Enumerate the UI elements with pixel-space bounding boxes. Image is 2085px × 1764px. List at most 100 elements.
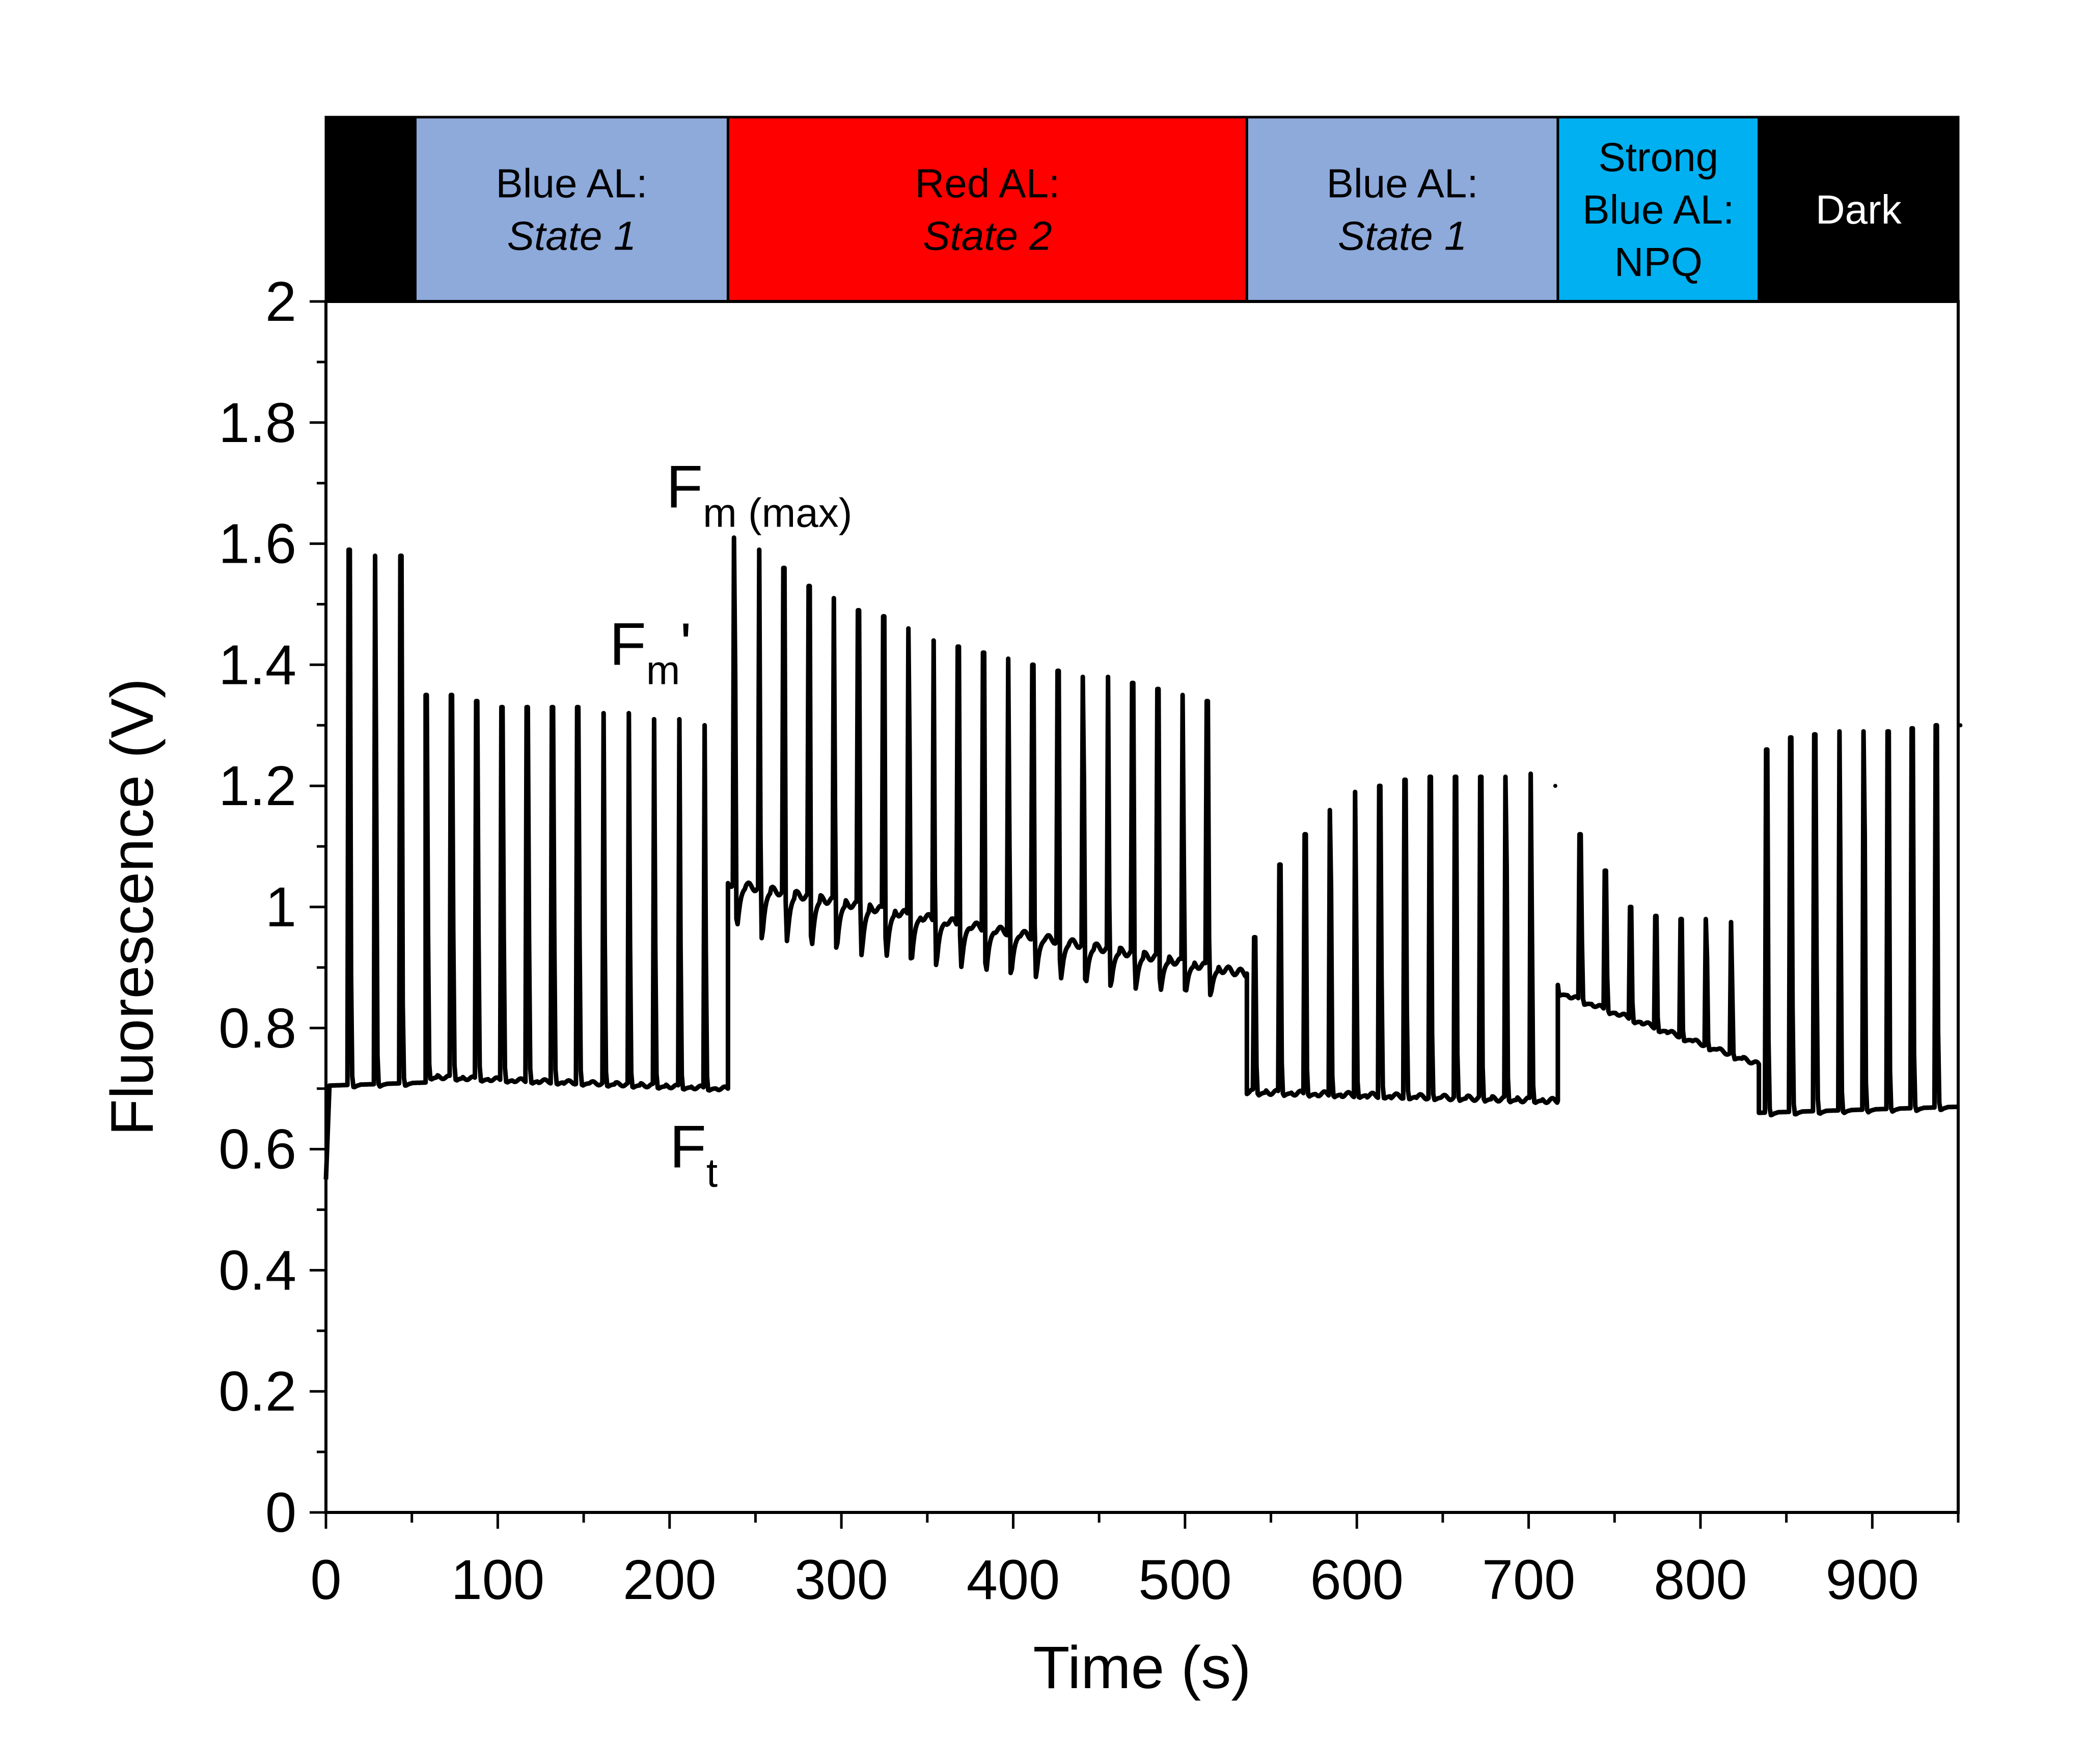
annotations: Fm (max)Fm'Ft — [610, 453, 853, 1195]
pulse-peak-point — [601, 711, 606, 715]
y-axis-title: Fluorescence (V) — [99, 678, 166, 1136]
pulse-peak-point — [1403, 778, 1408, 782]
pulse-peak-point — [906, 626, 911, 631]
pulse-peak-point — [1353, 790, 1357, 794]
y-tick-label: 0.2 — [218, 1360, 296, 1423]
pulse-peak-point — [1328, 808, 1332, 812]
y-tick-label: 1 — [265, 876, 296, 939]
x-tick-label: 900 — [1826, 1549, 1919, 1611]
annotation-subscript: m (max) — [703, 490, 852, 535]
pulse-peak-point — [807, 584, 811, 588]
pulse-peak-point — [1553, 784, 1557, 788]
pulse-peak-point — [1910, 726, 1914, 731]
light-period-5 — [1758, 116, 1960, 303]
x-tick-label: 500 — [1138, 1549, 1232, 1611]
pulse-peak-point — [1205, 699, 1210, 703]
x-tick-label: 0 — [310, 1549, 341, 1611]
y-tick-label: 0.6 — [218, 1118, 296, 1181]
pulse-peak-point — [1031, 663, 1035, 667]
pulse-peak-point — [1428, 775, 1433, 779]
light-period-0 — [324, 116, 417, 303]
light-period-label: Dark — [1816, 187, 1902, 232]
pulse-peak-point — [1056, 669, 1060, 673]
pulse-peak-point — [1528, 771, 1533, 776]
x-tick-label: 800 — [1654, 1549, 1747, 1611]
light-period-label: State 1 — [1338, 213, 1467, 259]
x-tick-label: 200 — [623, 1549, 717, 1611]
pulse-peak-point — [956, 644, 961, 649]
light-period-2 — [726, 116, 1248, 303]
pulse-peak-point — [1302, 832, 1307, 837]
pulse-peak-point — [831, 596, 836, 600]
pulse-peak-point — [1861, 729, 1866, 734]
light-period-label: Blue AL: — [1582, 187, 1734, 232]
light-period-label: Strong — [1598, 134, 1718, 180]
pulse-peak-point — [1813, 732, 1817, 737]
pulse-peak-point — [500, 705, 505, 709]
light-period-label: Blue AL: — [496, 161, 647, 206]
pulse-peak-point — [1934, 723, 1938, 728]
pulse-peak-point — [626, 711, 631, 715]
pulse-peak-point — [551, 705, 555, 709]
y-tick-label: 1.2 — [218, 755, 296, 817]
x-tick-label: 600 — [1310, 1549, 1404, 1611]
pulse-peak-point — [449, 693, 454, 697]
pulse-peak-point — [732, 535, 736, 540]
pulse-peak-point — [525, 705, 530, 709]
pulse-peak-point — [1252, 935, 1257, 940]
annotation-label: Ft — [670, 1113, 718, 1195]
pulse-peak-point — [1503, 775, 1508, 779]
pulse-peak-point — [1789, 735, 1793, 740]
annotation-subscript: t — [706, 1150, 718, 1195]
light-period-label: Blue AL: — [1327, 161, 1478, 206]
y-tick-label: 1.4 — [218, 633, 296, 696]
plot-area — [324, 300, 1960, 1514]
pulse-peak-point — [1885, 729, 1890, 734]
x-tick-label: 700 — [1482, 1549, 1576, 1611]
annotation-main: F — [666, 453, 703, 520]
pulse-peak-point — [475, 699, 479, 703]
annotation-prime: ' — [680, 611, 692, 678]
pulse-peak-point — [1628, 905, 1633, 909]
x-tick-label: 100 — [451, 1549, 545, 1611]
pulse-peak-point — [1478, 775, 1483, 779]
pulse-peak-point — [931, 638, 936, 643]
y-tick-label: 0.4 — [218, 1239, 296, 1302]
pulse-peak-point — [1729, 920, 1733, 924]
light-period-3 — [1245, 116, 1559, 303]
light-period-1 — [414, 116, 729, 303]
pulse-peak-point — [677, 717, 681, 722]
pulse-peak-point — [1180, 693, 1185, 697]
annotation-main: F — [670, 1113, 706, 1180]
x-tick-label: 400 — [967, 1549, 1060, 1611]
pulse-peak-point — [1603, 868, 1608, 873]
pulse-peak-point — [347, 547, 351, 552]
x-axis: 0 100 200 300 400 500 600 700 800 900 — [310, 1512, 1960, 1611]
pulse-peak-point — [1130, 681, 1135, 685]
y-tick-label: 1.6 — [218, 513, 296, 575]
annotation-main: F — [610, 611, 646, 678]
pulse-peak-point — [1453, 775, 1458, 779]
y-tick-label: 0.8 — [218, 997, 296, 1060]
pulse-peak-point — [1378, 784, 1382, 788]
y-tick-label: 0 — [265, 1481, 296, 1544]
annotation-label: Fm (max) — [666, 453, 852, 535]
pulse-peak-point — [575, 705, 580, 709]
pulse-peak-point — [1764, 747, 1769, 752]
fluorescence-trace — [323, 535, 1960, 1180]
pulse-peak-point — [1006, 656, 1010, 661]
pulse-peak-point — [1081, 675, 1085, 679]
pulse-peak-point — [1679, 917, 1683, 921]
pulse-peak-point — [1155, 686, 1160, 691]
pulse-peak-point — [398, 554, 403, 558]
pulse-peak-point — [373, 554, 377, 558]
light-period-4 — [1556, 116, 1761, 303]
pulse-peak-point — [757, 547, 761, 552]
annotation-subscript: m — [646, 647, 680, 693]
plot-frame — [324, 300, 1960, 1514]
light-period-label: State 2 — [923, 213, 1052, 259]
pulse-peak-point — [1106, 675, 1110, 679]
pulse-peak-point — [1704, 917, 1708, 921]
light-period-label: State 1 — [507, 213, 637, 259]
